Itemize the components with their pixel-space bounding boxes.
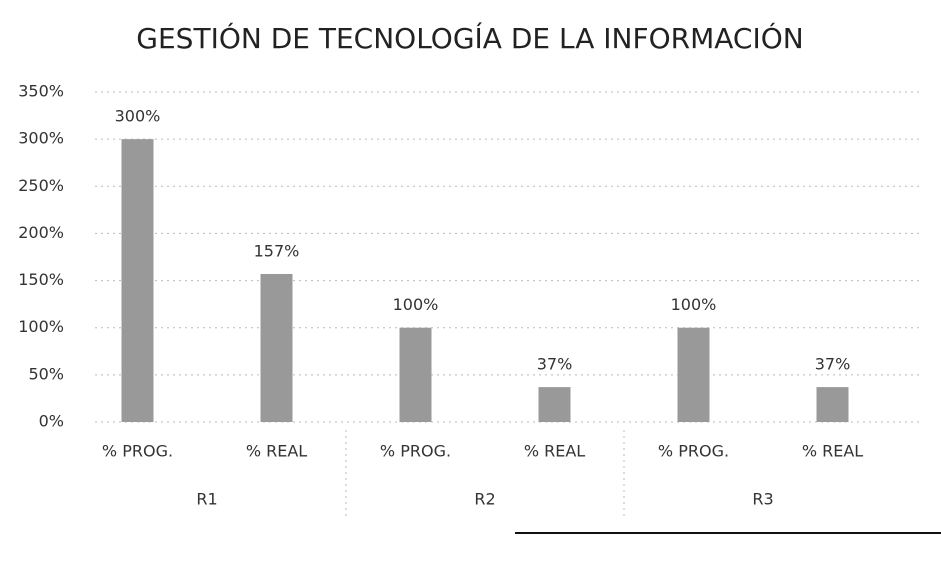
group-label: R2 [474,490,495,509]
y-tick-label: 50% [28,364,64,383]
bar [121,139,154,422]
y-tick-label: 100% [18,317,64,336]
x-tick-label: % REAL [524,442,585,461]
data-label: 100% [671,295,717,314]
y-tick-label: 300% [18,129,64,148]
chart-title: GESTIÓN DE TECNOLOGÍA DE LA INFORMACIÓN [136,21,803,55]
data-label: 37% [815,355,851,374]
bar [677,327,710,422]
y-tick-label: 350% [18,82,64,101]
y-tick-label: 150% [18,270,64,289]
bar [399,327,432,422]
y-tick-label: 0% [39,412,64,431]
bar [816,387,849,422]
data-label: 157% [254,241,300,260]
y-tick-label: 250% [18,176,64,195]
data-label: 100% [393,295,439,314]
bar [260,273,293,422]
y-tick-label: 200% [18,223,64,242]
x-tick-label: % PROG. [380,442,451,461]
x-tick-label: % PROG. [102,442,173,461]
group-label: R1 [196,490,217,509]
x-tick-label: % REAL [802,442,863,461]
data-label: 300% [115,107,161,126]
x-tick-label: % REAL [246,442,307,461]
group-label: R3 [752,490,773,509]
x-tick-label: % PROG. [658,442,729,461]
bar [538,387,571,422]
data-label: 37% [537,355,573,374]
